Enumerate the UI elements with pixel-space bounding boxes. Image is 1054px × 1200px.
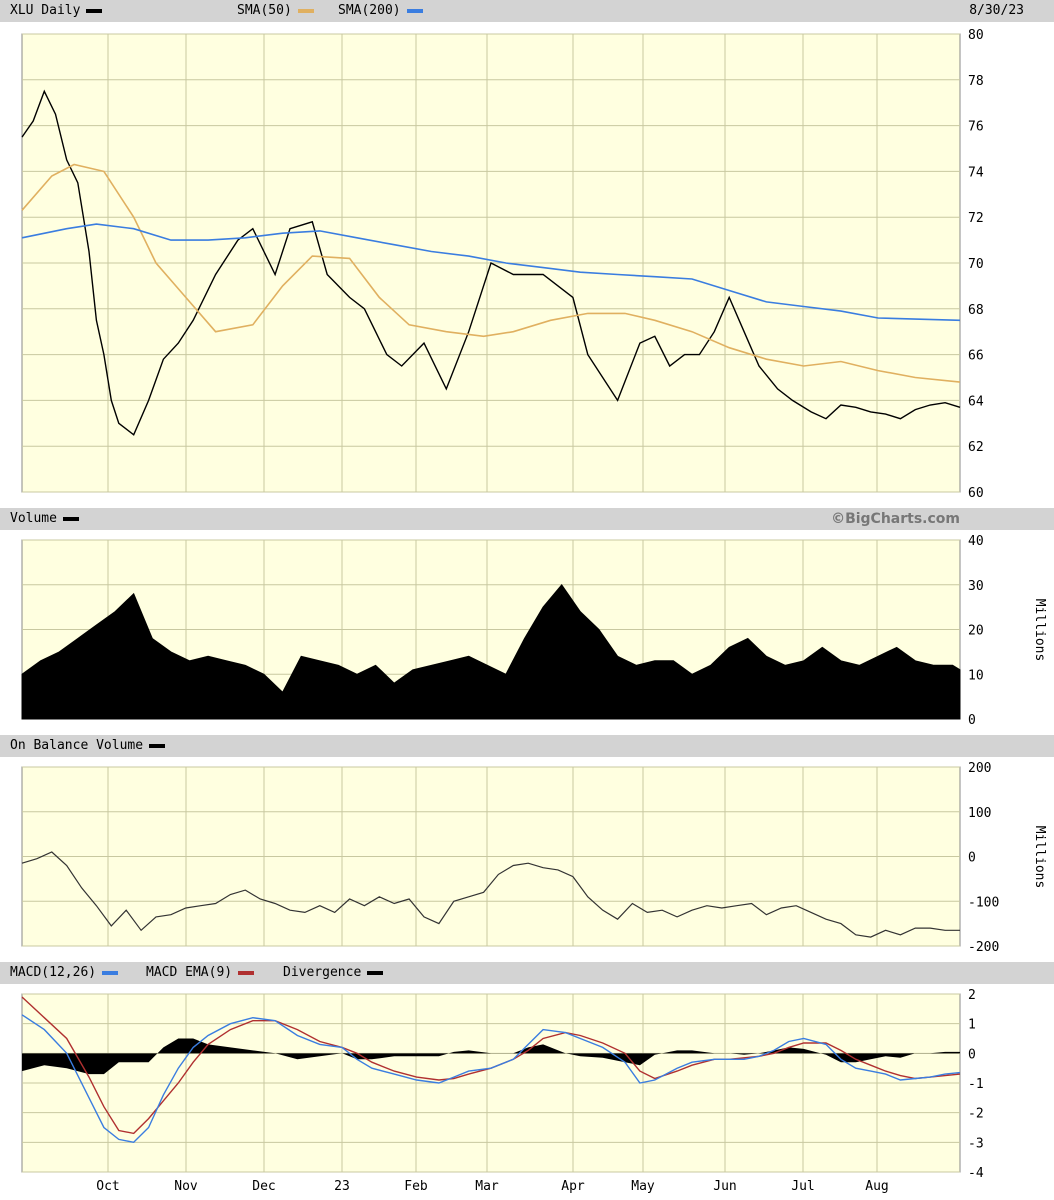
macd-header: MACD(12,26) MACD EMA(9) Divergence	[0, 962, 1054, 984]
month-label: Jun	[713, 1179, 736, 1194]
macd-tick-label: -3	[968, 1136, 984, 1151]
macd-legend: MACD(12,26)	[10, 962, 122, 984]
price-chart: 80 78 76 74 72 70 68 66 64 62 60	[21, 28, 984, 501]
price-swatch	[86, 8, 103, 13]
month-label: Jul	[791, 1179, 814, 1194]
divergence-swatch	[367, 970, 384, 975]
macd-chart: 2 1 0 -1 -2 -3 -4 Oct Nov Dec 23 Feb Mar Apr May Jun Jul…	[21, 988, 984, 1194]
price-line	[21, 89, 961, 436]
price-tick-label: 72	[968, 211, 984, 226]
volume-tick-label: 0	[968, 713, 976, 728]
obv-header: On Balance Volume	[0, 735, 1054, 757]
symbol-label: XLU Daily	[10, 3, 81, 18]
macd-tick-label: 2	[968, 988, 976, 1003]
volume-units-label: Millions	[1032, 599, 1047, 662]
volume-label: Volume	[10, 511, 57, 526]
price-tick-label: 60	[968, 486, 984, 501]
price-tick-label: 70	[968, 257, 984, 272]
price-header: XLU Daily SMA(50) SMA(200) 8/30/23	[0, 0, 1054, 22]
obv-tick-label: 200	[968, 761, 991, 776]
macd-tick-label: -2	[968, 1107, 984, 1122]
sma200-line	[21, 223, 961, 322]
obv-tick-label: 0	[968, 851, 976, 866]
price-tick-label: 74	[968, 165, 984, 180]
price-tick-label: 66	[968, 349, 984, 364]
macd-tick-label: -4	[968, 1166, 984, 1181]
month-label: Dec	[252, 1179, 275, 1194]
volume-legend: Volume	[10, 508, 83, 530]
month-label: Nov	[174, 1179, 198, 1194]
month-label: Mar	[475, 1179, 499, 1194]
macd-ema-line	[21, 996, 961, 1135]
divergence-legend: Divergence	[283, 962, 387, 984]
obv-line	[21, 851, 960, 938]
month-label: 23	[334, 1179, 350, 1194]
sma50-label: SMA(50)	[237, 3, 292, 18]
price-tick-label: 62	[968, 440, 984, 455]
sma200-swatch	[406, 8, 423, 13]
bigcharts-watermark: ©BigCharts.com	[831, 511, 960, 527]
symbol-legend: XLU Daily	[10, 0, 106, 22]
macd-label: MACD(12,26)	[10, 965, 97, 980]
macd-swatch	[102, 970, 119, 975]
price-tick-label: 76	[968, 120, 984, 135]
macd-ema-legend: MACD EMA(9)	[146, 962, 258, 984]
sma50-line	[21, 163, 961, 383]
month-label: Feb	[404, 1179, 428, 1194]
macd-ema-label: MACD EMA(9)	[146, 965, 233, 980]
volume-tick-label: 30	[968, 579, 984, 594]
chart-date: 8/30/23	[969, 3, 1024, 18]
divergence-label: Divergence	[283, 965, 362, 980]
macd-tick-label: 1	[968, 1018, 976, 1033]
macd-ema-swatch	[238, 970, 255, 975]
obv-tick-label: 100	[968, 806, 991, 821]
macd-tick-label: -1	[968, 1077, 984, 1092]
volume-tick-label: 10	[968, 668, 984, 683]
volume-area	[21, 583, 961, 720]
macd-tick-label: 0	[968, 1047, 976, 1062]
month-label: Oct	[96, 1179, 119, 1194]
price-tick-label: 78	[968, 74, 984, 89]
price-tick-label: 80	[968, 28, 984, 43]
volume-tick-label: 20	[968, 624, 984, 639]
obv-label: On Balance Volume	[10, 738, 144, 753]
macd-line	[21, 1014, 961, 1144]
obv-swatch	[149, 743, 166, 748]
volume-chart: 40 30 20 10 0 Millions	[21, 534, 1047, 728]
volume-tick-label: 40	[968, 534, 984, 549]
price-tick-label: 68	[968, 303, 984, 318]
obv-legend: On Balance Volume	[10, 735, 169, 757]
price-tick-label: 64	[968, 394, 984, 409]
sma200-label: SMA(200)	[338, 3, 401, 18]
volume-header: Volume ©BigCharts.com	[0, 508, 1054, 530]
volume-swatch	[62, 516, 79, 521]
sma50-swatch	[297, 8, 314, 13]
month-label: Aug	[865, 1179, 888, 1194]
obv-tick-label: -200	[968, 940, 999, 955]
obv-chart: 200 100 0 -100 -200 Millions	[21, 761, 1047, 955]
sma50-legend: SMA(50)	[237, 0, 318, 22]
obv-tick-label: -100	[968, 895, 999, 910]
obv-units-label: Millions	[1032, 826, 1047, 889]
month-label: May	[631, 1179, 655, 1194]
sma200-legend: SMA(200)	[338, 0, 427, 22]
month-label: Apr	[561, 1179, 585, 1194]
